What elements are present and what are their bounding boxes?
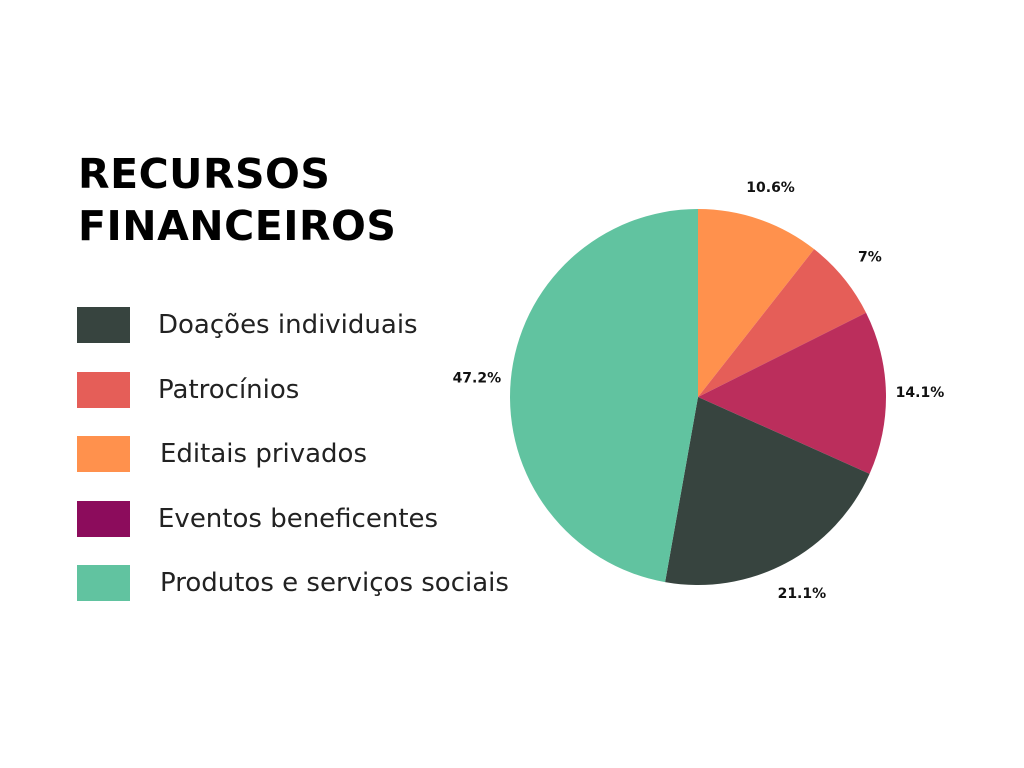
legend-swatch bbox=[77, 436, 130, 472]
slice-label: 14.1% bbox=[896, 385, 945, 401]
slice-label: 21.1% bbox=[778, 586, 827, 602]
legend-label: Eventos beneficentes bbox=[158, 503, 439, 534]
slice-label: 47.2% bbox=[453, 370, 502, 386]
legend-swatch bbox=[77, 500, 130, 537]
legend-label: Editais privados bbox=[160, 439, 368, 469]
legend-label: Produtos e serviços sociais bbox=[160, 568, 509, 598]
legend-swatch bbox=[77, 565, 130, 601]
slice-label: 7% bbox=[858, 250, 882, 266]
chart-title: RECURSOS FINANCEIROS bbox=[78, 148, 396, 252]
legend-swatch bbox=[77, 371, 130, 408]
slice-produtos-servicos-sociais bbox=[510, 209, 698, 583]
slice-eventos-beneficentes bbox=[698, 312, 886, 474]
legend-label: Doações individuais bbox=[158, 310, 418, 340]
legend-swatch bbox=[77, 307, 130, 343]
slice-patrocinios bbox=[698, 249, 867, 397]
slice-editais-privados bbox=[698, 209, 815, 397]
slice-label: 10.6% bbox=[746, 180, 795, 196]
slice-doacoes-individuais bbox=[665, 397, 870, 586]
title-line-1: RECURSOS bbox=[78, 150, 331, 198]
title-line-2: FINANCEIROS bbox=[78, 202, 397, 250]
legend-label: Patrocínios bbox=[158, 374, 300, 405]
